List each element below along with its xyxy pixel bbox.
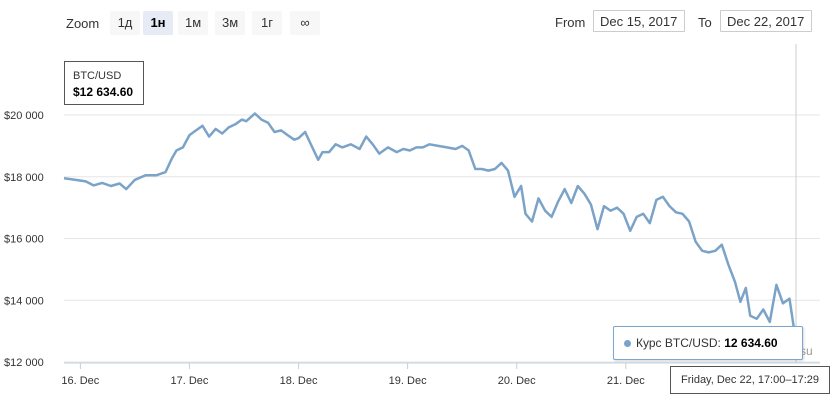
from-date-input[interactable] [593, 10, 685, 32]
zoom-button-1w[interactable]: 1н [143, 11, 173, 35]
current-price-box: BTC/USD $12 634.60 [64, 61, 144, 105]
x-tick-label: 17. Dec [170, 375, 208, 387]
series-dot-icon [624, 340, 631, 347]
price-box-value: $12 634.60 [73, 85, 134, 99]
x-axis-labels: 16. Dec 17. Dec 18. Dec 19. Dec 20. Dec 21. D… [61, 363, 645, 387]
tooltip-value: 12 634.60 [724, 336, 778, 350]
to-date-input[interactable] [720, 10, 812, 32]
y-tick-label: $16 000 [4, 234, 44, 246]
zoom-button-1y[interactable]: 1г [252, 11, 282, 35]
tooltip-label: Курс BTC/USD: [636, 336, 721, 350]
zoom-button-1d[interactable]: 1д [110, 11, 140, 35]
y-tick-label: $18 000 [4, 172, 44, 184]
zoom-button-3m[interactable]: 3м [215, 11, 246, 35]
grid-lines [64, 114, 820, 363]
zoom-button-1m[interactable]: 1м [178, 11, 209, 35]
watermark-tail: su [800, 344, 813, 358]
y-tick-label: $20 000 [4, 110, 44, 122]
btc-usd-line [63, 112, 798, 343]
zoom-button-all[interactable]: ∞ [290, 11, 320, 35]
x-tick-label: 16. Dec [61, 375, 99, 387]
hover-tooltip: Курс BTC/USD: 12 634.60 [613, 326, 803, 360]
x-tick-label: 21. Dec [607, 375, 645, 387]
from-label: From [555, 15, 586, 30]
range-selector-toolbar: Zoom 1д 1н 1м 3м 1г ∞ From To [0, 0, 833, 44]
zoom-label: Zoom [66, 16, 100, 31]
x-tick-label: 18. Dec [280, 375, 318, 387]
x-tick-label: 19. Dec [389, 375, 427, 387]
y-tick-label: $14 000 [4, 295, 44, 307]
y-axis-labels: $12 000 $14 000 $16 000 $18 000 $20 000 [4, 110, 44, 369]
hover-date-label: Friday, Dec 22, 17:00–17:29 [670, 366, 830, 394]
x-tick-label: 20. Dec [498, 375, 536, 387]
to-label: To [698, 15, 712, 30]
price-box-pair: BTC/USD [73, 70, 122, 82]
y-tick-label: $12 000 [4, 357, 44, 369]
